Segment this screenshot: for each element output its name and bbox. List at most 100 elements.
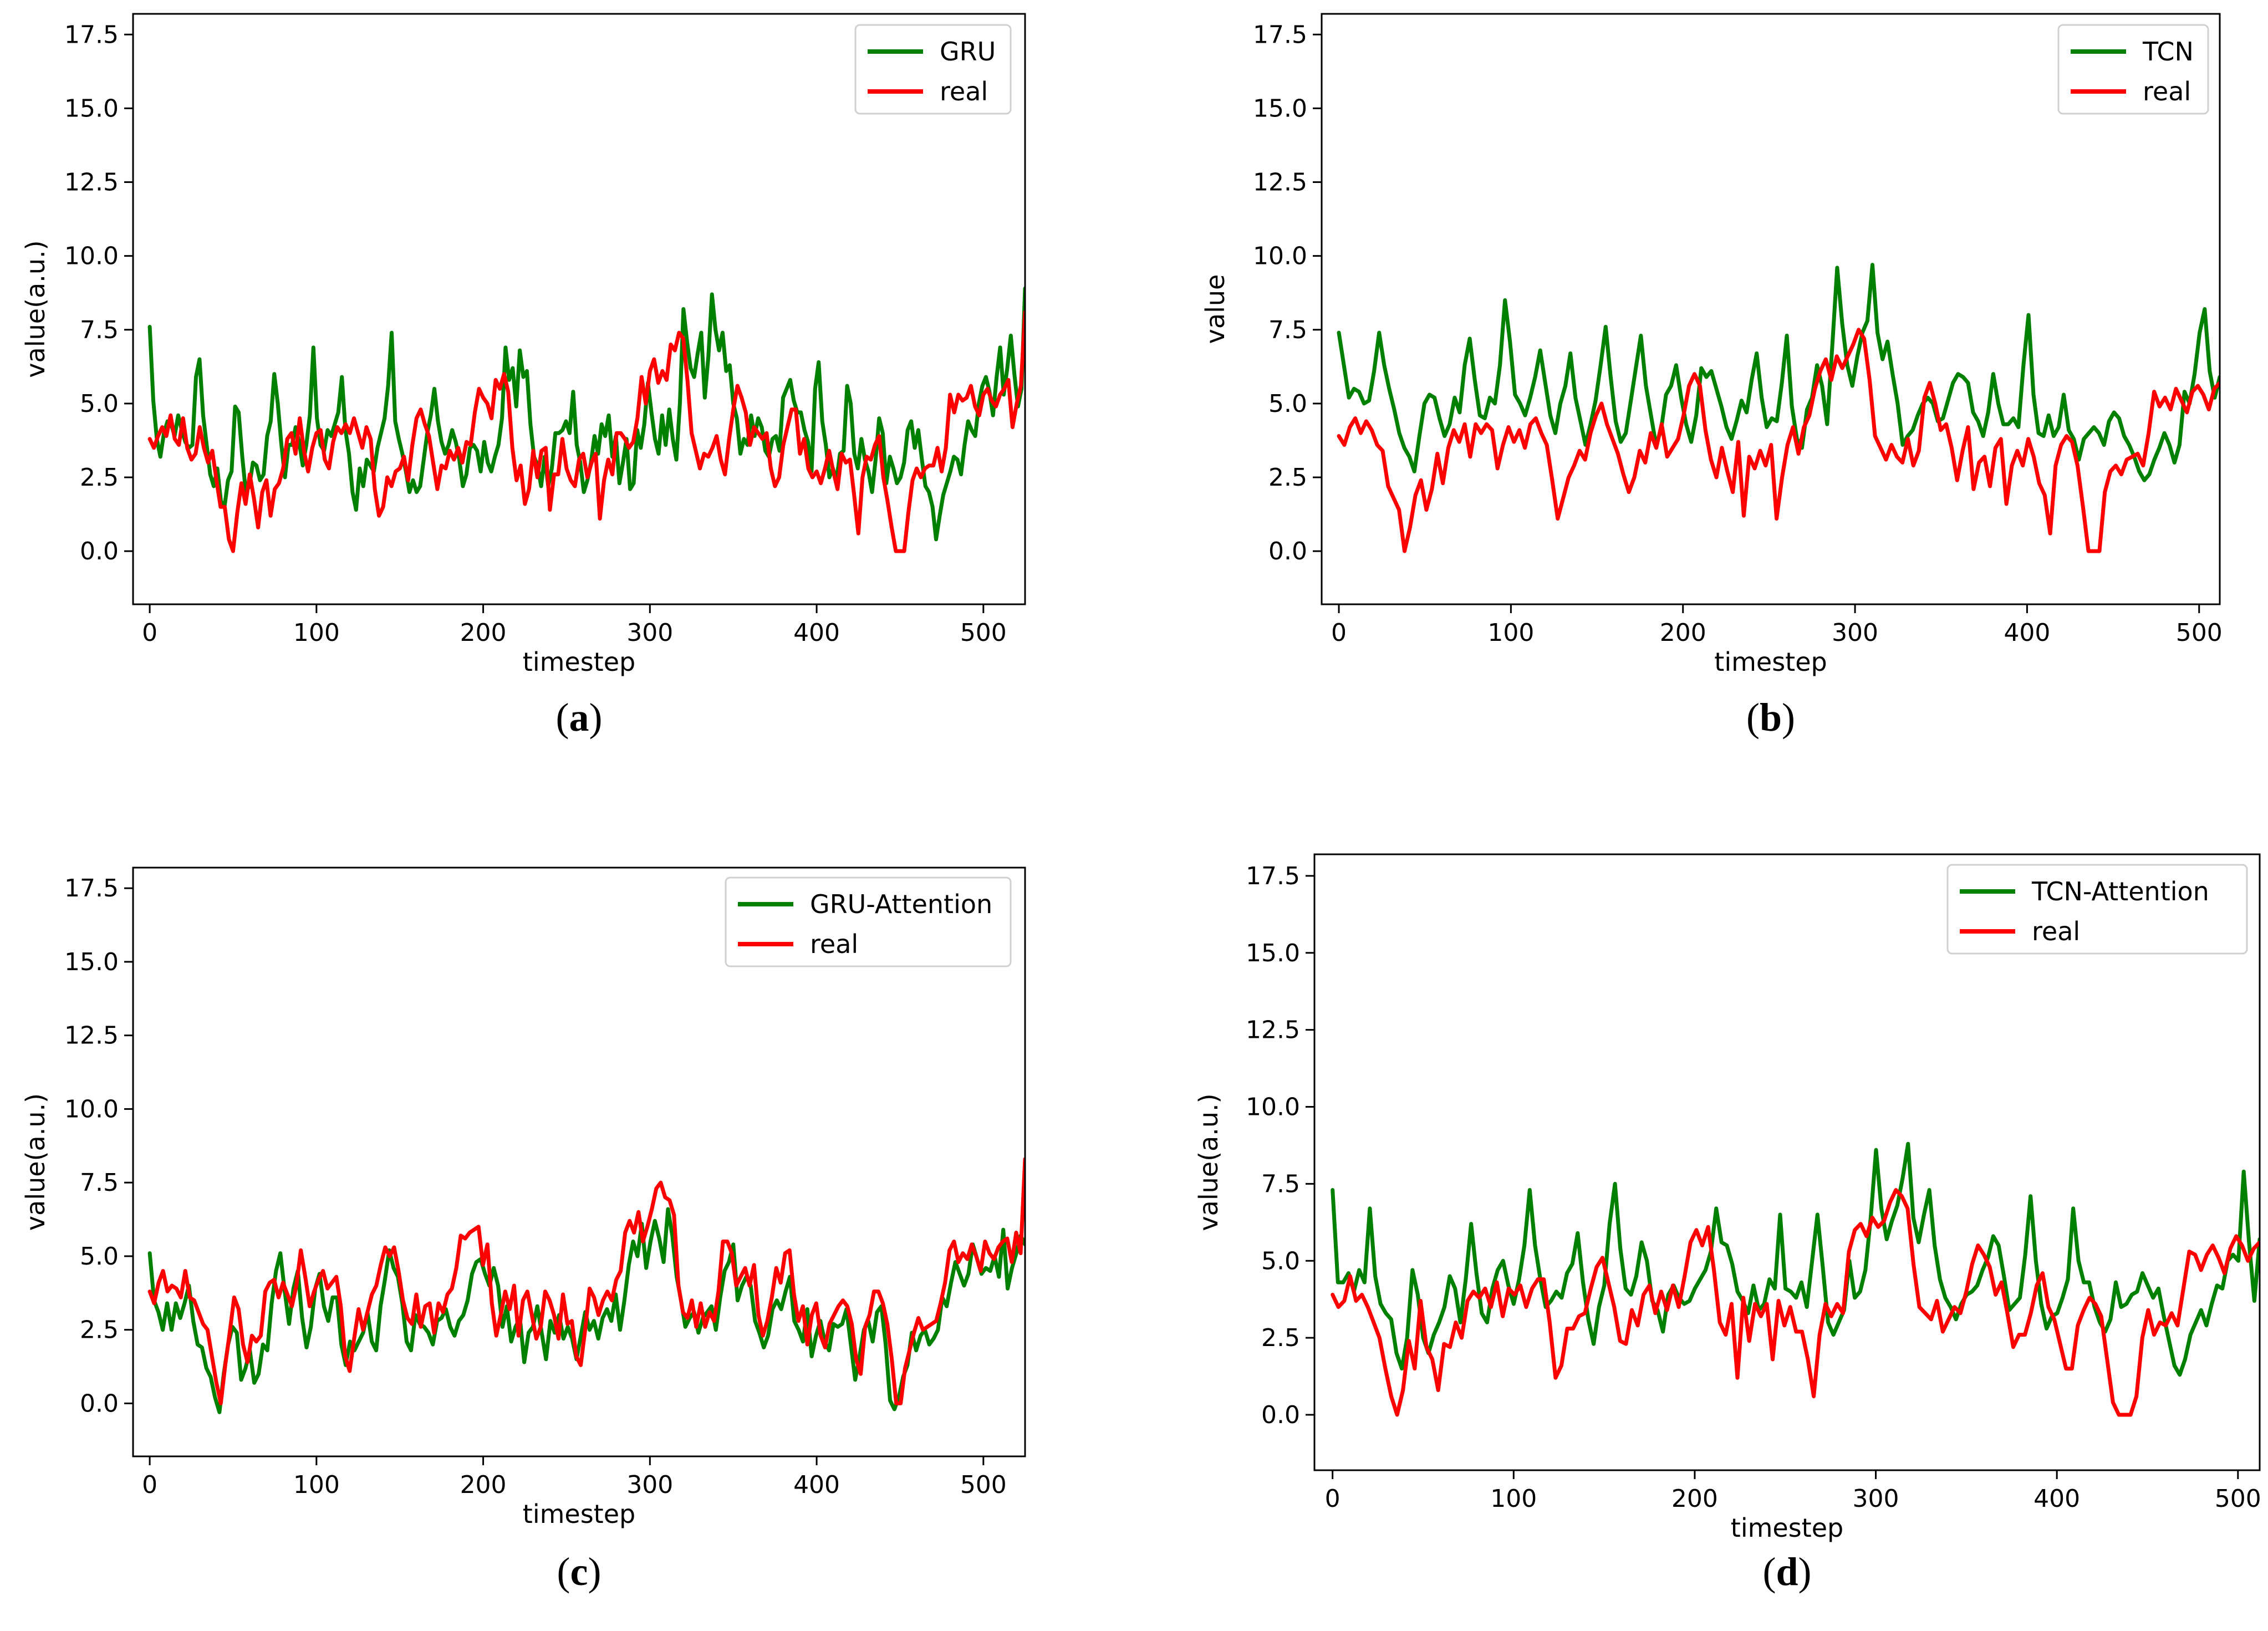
y-tick-label: 0.0	[80, 1389, 119, 1418]
legend-b: TCN real	[2057, 24, 2209, 115]
y-tick-label: 5.0	[80, 390, 119, 418]
legend-box	[1946, 864, 2248, 955]
x-axis-label: timestep	[1731, 1513, 1843, 1543]
legend-label-series-2: real	[810, 929, 858, 959]
x-tick-label: 400	[2033, 1485, 2080, 1513]
x-tick-label: 0	[1325, 1485, 1341, 1513]
x-axis-label: timestep	[1714, 647, 1827, 677]
y-tick-label: 7.5	[1268, 316, 1307, 344]
x-tick-label: 200	[460, 619, 507, 647]
x-tick-label: 200	[1671, 1485, 1718, 1513]
axes-frame	[1321, 13, 2221, 605]
y-tick-label: 17.5	[1246, 862, 1300, 890]
panel-a: 0 100 200 300 400 500 0.0 2.5 5.0 7.5 10.0 12.5 15.0…	[21, 13, 1026, 740]
series-line-real	[147, 310, 1025, 553]
panel-caption-letter: a	[569, 695, 589, 740]
panel-caption: (a)	[556, 695, 603, 740]
x-tick-label: 200	[460, 1471, 507, 1499]
x-tick-label: 200	[1660, 619, 1706, 647]
x-tick-label: 400	[793, 619, 840, 647]
panel-caption-letter: d	[1776, 1550, 1798, 1594]
x-tick-label: 400	[2004, 619, 2050, 647]
y-tick-label: 17.5	[64, 21, 119, 49]
y-tick-label: 12.5	[1253, 169, 1307, 197]
panel-b: 0 100 200 300 400 500 0.0 2.5 5.0 7.5 10.0 12.5 15.0…	[1200, 13, 2223, 740]
y-tick-label: 12.5	[1246, 1016, 1300, 1044]
x-tick-label: 0	[142, 619, 157, 647]
plot-area-a: 0 100 200 300 400 500 0.0 2.5 5.0 7.5 10.0 12.5 15.0…	[64, 13, 1026, 647]
y-tick-label: 5.0	[1261, 1247, 1300, 1275]
y-tick-label: 10.0	[64, 1095, 119, 1123]
legend-c: GRU-Attention real	[725, 876, 1012, 967]
y-tick-label: 7.5	[80, 1169, 119, 1197]
x-tick-label: 0	[142, 1471, 157, 1499]
legend-label-series-1: GRU	[940, 37, 996, 67]
x-tick-label: 300	[1853, 1485, 1899, 1513]
y-axis-label: value	[1200, 274, 1230, 344]
y-tick-label: 15.0	[1246, 939, 1300, 967]
x-tick-label: 100	[293, 1471, 340, 1499]
x-tick-label: 300	[1832, 619, 1878, 647]
series-line-real	[1331, 1188, 2260, 1417]
panel-caption-letter: c	[570, 1550, 588, 1594]
y-tick-label: 2.5	[1268, 463, 1307, 492]
axes-frame	[132, 867, 1026, 1457]
x-tick-label: 500	[960, 619, 1007, 647]
panel-c: 0 100 200 300 400 500 0.0 2.5 5.0 7.5 10.0 12.5 15.0…	[21, 867, 1026, 1594]
y-tick-label: 12.5	[64, 1022, 119, 1050]
y-axis-label: value(a.u.)	[1194, 1093, 1224, 1231]
panel-caption: (d)	[1762, 1550, 1811, 1594]
y-tick-label: 0.0	[1261, 1401, 1300, 1429]
y-tick-label: 5.0	[1268, 390, 1307, 418]
y-tick-label: 7.5	[1261, 1170, 1300, 1198]
x-tick-label: 300	[626, 1471, 673, 1499]
y-axis-label: value(a.u.)	[21, 240, 50, 378]
legend-label-series-1: TCN	[2142, 37, 2194, 67]
x-tick-label: 400	[793, 1471, 840, 1499]
series-line-real	[147, 1157, 1025, 1405]
y-tick-label: 10.0	[64, 242, 119, 271]
y-tick-label: 2.5	[80, 1316, 119, 1344]
y-tick-label: 2.5	[1261, 1324, 1300, 1352]
legend-label-series-2: real	[2143, 77, 2191, 106]
y-tick-label: 17.5	[64, 874, 119, 903]
panel-caption: (b)	[1746, 695, 1795, 740]
x-tick-label: 500	[2176, 619, 2223, 647]
legend-label-series-1: TCN-Attention	[2031, 876, 2209, 906]
y-tick-label: 10.0	[1253, 242, 1307, 271]
x-axis-label: timestep	[523, 647, 635, 677]
y-tick-label: 2.5	[80, 463, 119, 492]
legend-label-series-1: GRU-Attention	[810, 889, 992, 919]
series-line-prediction	[1337, 263, 2220, 482]
legend-d: TCN-Attention real	[1946, 864, 2248, 955]
series-line-real	[1337, 328, 2220, 553]
legend-box	[725, 876, 1012, 967]
x-tick-label: 0	[1331, 619, 1347, 647]
x-tick-label: 500	[960, 1471, 1007, 1499]
y-tick-label: 0.0	[1268, 537, 1307, 565]
axes-frame	[1313, 853, 2261, 1471]
x-axis-label: timestep	[523, 1499, 635, 1529]
legend-label-series-2: real	[940, 77, 988, 106]
y-tick-label: 0.0	[80, 537, 119, 565]
plot-area-c: 0 100 200 300 400 500 0.0 2.5 5.0 7.5 10.0 12.5 15.0…	[64, 867, 1026, 1499]
y-tick-label: 12.5	[64, 169, 119, 197]
plot-area-d: 0 100 200 300 400 500 0.0 2.5 5.0 7.5 10.0 12.5 15.0…	[1246, 853, 2261, 1513]
axes-frame	[132, 13, 1026, 605]
y-tick-label: 17.5	[1253, 21, 1307, 49]
x-tick-label: 100	[293, 619, 340, 647]
y-tick-label: 10.0	[1246, 1093, 1300, 1122]
legend-a: GRU real	[854, 24, 1012, 115]
y-tick-label: 15.0	[64, 948, 119, 976]
plot-area-b: 0 100 200 300 400 500 0.0 2.5 5.0 7.5 10.0 12.5 15.0…	[1253, 13, 2223, 647]
y-tick-label: 7.5	[80, 316, 119, 344]
y-tick-label: 15.0	[1253, 94, 1307, 123]
y-tick-label: 5.0	[80, 1242, 119, 1271]
x-tick-label: 300	[626, 619, 673, 647]
y-axis-label: value(a.u.)	[21, 1093, 50, 1231]
x-tick-label: 100	[1490, 1485, 1537, 1513]
x-tick-label: 500	[2215, 1485, 2261, 1513]
panel-caption-letter: b	[1760, 695, 1782, 740]
